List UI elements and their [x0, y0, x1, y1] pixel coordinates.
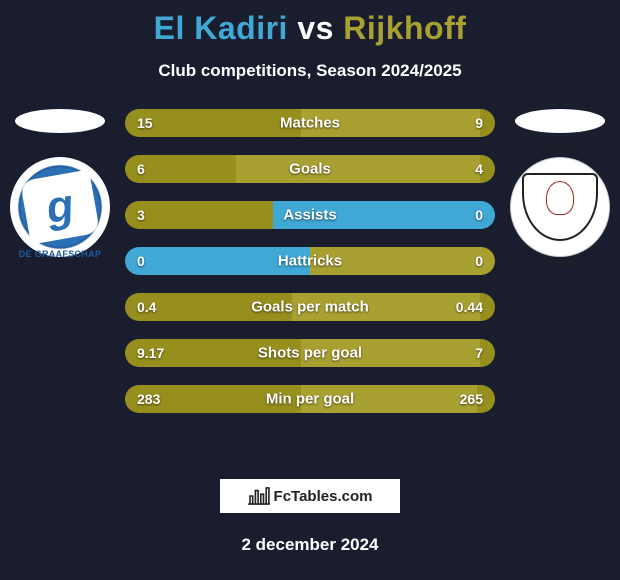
stat-row-assists: 3 Assists 0: [125, 201, 495, 229]
club-left-label: DE GRAAFSCHAP: [10, 249, 110, 259]
club-right-bottom: AMSTERDAM: [511, 261, 609, 268]
stat-left-value: 15: [137, 115, 153, 131]
stat-right-value: 0.44: [456, 299, 483, 315]
right-badges: AJAX AMSTERDAM: [500, 109, 620, 257]
date-text: 2 december 2024: [0, 535, 620, 555]
stat-left-value: 0: [137, 253, 145, 269]
player1-name: El Kadiri: [154, 10, 288, 46]
stat-right-value: 0: [475, 207, 483, 223]
page-title: El Kadiri vs Rijkhoff: [0, 10, 620, 47]
stat-bars: 15 Matches 9 6 Goals 4 3 Assists 0 0 Hattricks 0 0.4…: [125, 109, 495, 431]
brand-box: FcTables.com: [220, 479, 400, 513]
country-flag-left: [15, 109, 105, 133]
left-badges: g DE GRAAFSCHAP: [0, 109, 120, 257]
stat-row-hattricks: 0 Hattricks 0: [125, 247, 495, 275]
ajax-shield: [522, 173, 598, 241]
stat-left-value: 6: [137, 161, 145, 177]
stat-label: Hattricks: [278, 253, 342, 270]
stat-label: Goals per match: [251, 299, 369, 316]
main-area: g DE GRAAFSCHAP AJAX AMSTERDAM 15 Matches…: [0, 109, 620, 459]
stat-row-goals-per-match: 0.4 Goals per match 0.44: [125, 293, 495, 321]
stat-right-value: 0: [475, 253, 483, 269]
stat-right-value: 265: [460, 391, 483, 407]
vs-text: vs: [297, 10, 334, 46]
stat-row-matches: 15 Matches 9: [125, 109, 495, 137]
club-left-letter: g: [20, 169, 100, 244]
club-right-top: AJAX: [511, 144, 609, 153]
club-badge-left: g DE GRAAFSCHAP: [10, 157, 110, 257]
stat-left-value: 0.4: [137, 299, 156, 315]
club-badge-right: AJAX AMSTERDAM: [510, 157, 610, 257]
stat-label: Matches: [280, 115, 340, 132]
chart-icon: [248, 487, 270, 505]
stat-left-value: 9.17: [137, 345, 164, 361]
comparison-infographic: El Kadiri vs Rijkhoff Club competitions,…: [0, 0, 620, 580]
stat-right-value: 7: [475, 345, 483, 361]
stat-label: Min per goal: [266, 391, 354, 408]
stat-right-value: 4: [475, 161, 483, 177]
stat-label: Assists: [283, 207, 336, 224]
player2-name: Rijkhoff: [343, 10, 466, 46]
stat-row-shots-per-goal: 9.17 Shots per goal 7: [125, 339, 495, 367]
stat-right-value: 9: [475, 115, 483, 131]
stat-left-value: 283: [137, 391, 160, 407]
ajax-head-icon: [546, 181, 574, 215]
subtitle: Club competitions, Season 2024/2025: [0, 61, 620, 81]
stat-row-min-per-goal: 283 Min per goal 265: [125, 385, 495, 413]
stat-row-goals: 6 Goals 4: [125, 155, 495, 183]
stat-left-value: 3: [137, 207, 145, 223]
stat-label: Shots per goal: [258, 345, 362, 362]
stat-label: Goals: [289, 161, 331, 178]
country-flag-right: [515, 109, 605, 133]
brand-text: FcTables.com: [274, 488, 373, 505]
